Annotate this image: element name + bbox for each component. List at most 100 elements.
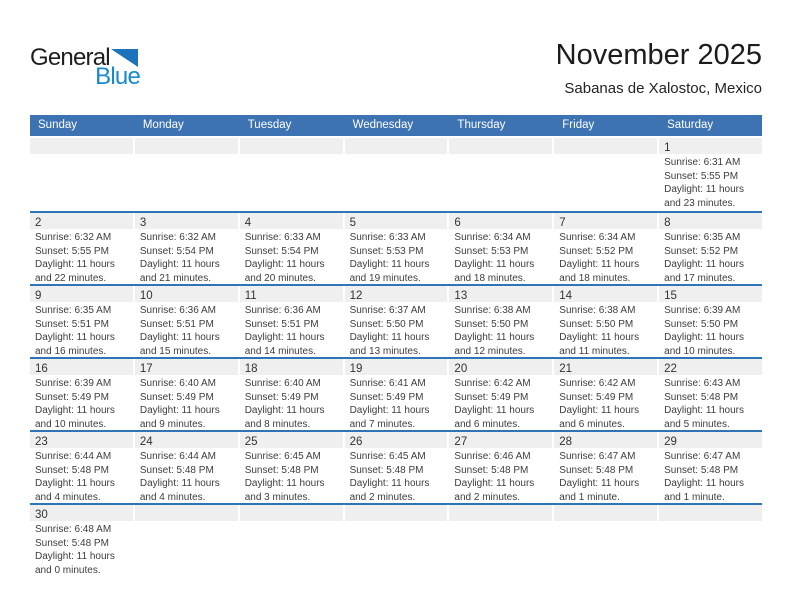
day-number-band: 8 [659,213,762,229]
day-details: Sunrise: 6:45 AM Sunset: 5:48 PM Daylight:… [345,448,448,503]
day-details: Sunrise: 6:41 AM Sunset: 5:49 PM Daylight:… [345,375,448,430]
calendar-empty-cell [344,138,448,211]
sunset-text: Sunset: 5:53 PM [349,245,424,257]
logo-triangle-icon [110,49,138,67]
week-row: 2 Sunrise: 6:32 AM Sunset: 5:55 PM Daylight… [30,211,762,284]
day-number-band: 22 [659,359,762,375]
day-number-band: 4 [239,213,343,229]
daylight-text: Daylight: 11 hours and 4 minutes. [35,478,115,503]
day-number: 20 [454,363,468,375]
calendar-grid: 1 Sunrise: 6:31 AM Sunset: 5:55 PM Daylight… [30,138,762,576]
daylight-text: Daylight: 11 hours and 15 minutes. [139,332,220,357]
day-number: 24 [139,436,153,448]
day-number-band: 2 [30,213,133,229]
day-number-band [554,505,658,521]
weekday-header-sunday: Sunday [30,115,133,136]
calendar-day-cell: 26 Sunrise: 6:45 AM Sunset: 5:48 PM Dayligh… [344,432,448,503]
sunset-text: Sunset: 5:48 PM [664,391,739,403]
calendar-day-cell: 25 Sunrise: 6:45 AM Sunset: 5:48 PM Dayligh… [239,432,343,503]
sunrise-text: Sunrise: 6:44 AM [139,451,216,462]
week-row: 23 Sunrise: 6:44 AM Sunset: 5:48 PM Dayligh… [30,430,762,503]
calendar-day-cell: 19 Sunrise: 6:41 AM Sunset: 5:49 PM Dayligh… [344,359,448,430]
day-details: Sunrise: 6:38 AM Sunset: 5:50 PM Daylight:… [449,302,552,357]
calendar-day-cell: 5 Sunrise: 6:33 AM Sunset: 5:53 PM Daylight… [344,213,448,284]
calendar-day-cell: 9 Sunrise: 6:35 AM Sunset: 5:51 PM Daylight… [30,286,133,357]
sunset-text: Sunset: 5:48 PM [139,464,214,476]
sunrise-text: Sunrise: 6:47 AM [664,451,741,462]
day-number-band [239,138,343,154]
day-number: 13 [454,290,468,302]
day-details: Sunrise: 6:36 AM Sunset: 5:51 PM Daylight:… [135,302,238,357]
day-number-band [30,138,133,154]
daylight-text: Daylight: 11 hours and 10 minutes. [664,332,744,357]
day-number: 18 [244,363,258,375]
sunrise-text: Sunrise: 6:34 AM [454,232,531,243]
calendar-day-cell: 24 Sunrise: 6:44 AM Sunset: 5:48 PM Dayligh… [134,432,238,503]
sunset-text: Sunset: 5:50 PM [454,318,529,330]
day-number: 27 [454,436,468,448]
day-number-band: 1 [659,138,762,154]
sunrise-text: Sunrise: 6:32 AM [35,232,112,243]
day-details: Sunrise: 6:33 AM Sunset: 5:53 PM Daylight:… [345,229,448,284]
calendar-day-cell: 22 Sunrise: 6:43 AM Sunset: 5:48 PM Dayligh… [659,359,762,430]
day-details: Sunrise: 6:47 AM Sunset: 5:48 PM Daylight:… [554,448,657,503]
day-details: Sunrise: 6:48 AM Sunset: 5:48 PM Daylight:… [30,521,133,576]
sunset-text: Sunset: 5:51 PM [244,318,319,330]
day-details: Sunrise: 6:34 AM Sunset: 5:52 PM Daylight:… [554,229,657,284]
sunset-text: Sunset: 5:51 PM [139,318,214,330]
day-number-band [134,505,238,521]
sunset-text: Sunset: 5:55 PM [664,170,739,182]
calendar-day-cell: 1 Sunrise: 6:31 AM Sunset: 5:55 PM Daylight… [659,138,762,211]
calendar-day-cell: 15 Sunrise: 6:39 AM Sunset: 5:50 PM Dayligh… [659,286,762,357]
day-number-band: 24 [134,432,238,448]
day-number-band: 7 [554,213,658,229]
calendar-empty-cell [134,138,238,211]
day-details: Sunrise: 6:35 AM Sunset: 5:52 PM Daylight:… [659,229,762,284]
day-number-band: 18 [239,359,343,375]
day-number-band: 30 [30,505,133,521]
day-number: 11 [244,290,257,302]
daylight-text: Daylight: 11 hours and 21 minutes. [139,259,220,284]
sunset-text: Sunset: 5:50 PM [349,318,424,330]
sunset-text: Sunset: 5:49 PM [35,391,109,403]
day-details: Sunrise: 6:32 AM Sunset: 5:55 PM Daylight:… [30,229,133,284]
weekday-header-thursday: Thursday [449,115,553,136]
day-number-band: 3 [134,213,238,229]
sunrise-text: Sunrise: 6:42 AM [559,378,636,389]
day-details: Sunrise: 6:40 AM Sunset: 5:49 PM Daylight:… [240,375,343,430]
day-number-band [134,138,238,154]
day-number-band: 25 [239,432,343,448]
day-details: Sunrise: 6:35 AM Sunset: 5:51 PM Daylight:… [30,302,133,357]
daylight-text: Daylight: 11 hours and 2 minutes. [349,478,430,503]
page-header: General Blue November 2025 Sabanas de Xa… [30,36,762,105]
daylight-text: Daylight: 11 hours and 7 minutes. [349,405,430,430]
daylight-text: Daylight: 11 hours and 18 minutes. [559,259,640,284]
calendar-day-cell: 29 Sunrise: 6:47 AM Sunset: 5:48 PM Dayligh… [659,432,762,503]
sunrise-text: Sunrise: 6:43 AM [664,378,741,389]
day-number-band: 26 [344,432,448,448]
day-number-band: 14 [554,286,658,302]
day-number-band: 15 [659,286,762,302]
calendar-empty-cell [30,138,133,211]
calendar-day-cell: 10 Sunrise: 6:36 AM Sunset: 5:51 PM Dayligh… [134,286,238,357]
daylight-text: Daylight: 11 hours and 20 minutes. [244,259,325,284]
day-number-band: 27 [449,432,553,448]
sunset-text: Sunset: 5:48 PM [244,464,319,476]
day-details: Sunrise: 6:43 AM Sunset: 5:48 PM Daylight:… [659,375,762,430]
sunset-text: Sunset: 5:55 PM [35,245,109,257]
day-number-band: 11 [239,286,343,302]
day-number: 23 [35,436,48,448]
calendar-empty-cell [239,138,343,211]
daylight-text: Daylight: 11 hours and 6 minutes. [454,405,535,430]
day-details: Sunrise: 6:31 AM Sunset: 5:55 PM Daylight:… [659,154,762,211]
calendar-day-cell: 28 Sunrise: 6:47 AM Sunset: 5:48 PM Dayligh… [554,432,658,503]
calendar-empty-cell [344,505,448,576]
weekday-header-row: Sunday Monday Tuesday Wednesday Thursday… [30,115,762,136]
sunset-text: Sunset: 5:48 PM [35,464,109,476]
title-block: November 2025 Sabanas de Xalostoc, Mexic… [556,36,762,97]
calendar-empty-cell [449,505,553,576]
sunrise-text: Sunrise: 6:38 AM [454,305,531,316]
sunrise-text: Sunrise: 6:45 AM [349,451,426,462]
calendar-day-cell: 30 Sunrise: 6:48 AM Sunset: 5:48 PM Dayligh… [30,505,133,576]
daylight-text: Daylight: 11 hours and 22 minutes. [35,259,115,284]
